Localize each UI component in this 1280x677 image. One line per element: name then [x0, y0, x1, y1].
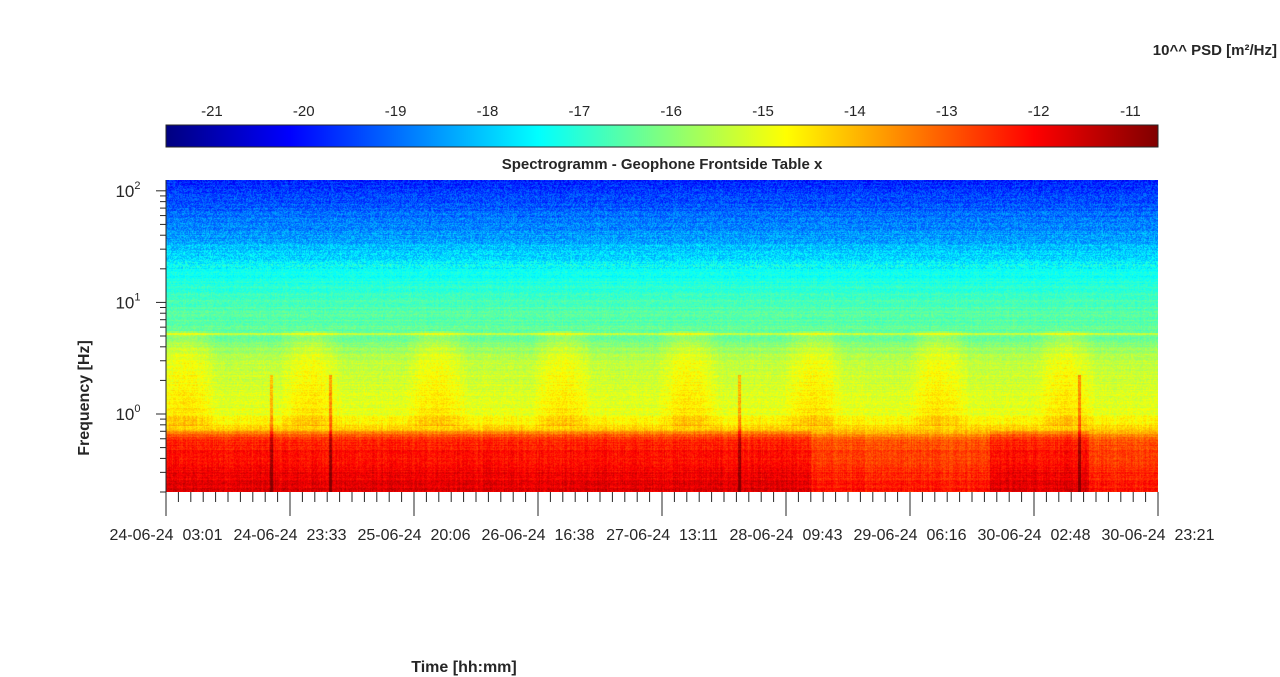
- colorbar-tick-label: -19: [385, 103, 407, 120]
- colorbar-tick-label: -20: [293, 103, 315, 120]
- spectrogram-image-holder: [166, 180, 1158, 492]
- y-tick-label: 102: [115, 180, 140, 201]
- x-tick-label: 24-06-24 03:01: [110, 527, 223, 544]
- spectrogram-image: [166, 180, 1158, 492]
- colorbar: [165, 124, 1159, 148]
- y-axis: 102 101 100: [115, 180, 167, 493]
- colorbar-tick-label: -13: [936, 103, 958, 120]
- y-tick-label: 101: [115, 291, 140, 312]
- x-axis: 24-06-24 03:01 24-06-24 23:33 25-06-24 20:…: [110, 492, 1215, 544]
- colorbar-tick-label: -17: [568, 103, 590, 120]
- colorbar-tick-label: -14: [844, 103, 866, 120]
- x-tick-label: 29-06-24 06:16: [854, 527, 967, 544]
- x-tick-label: 28-06-24 09:43: [730, 527, 843, 544]
- colorbar-tick-label: -15: [752, 103, 774, 120]
- x-axis-label: Time [hh:mm]: [411, 659, 516, 676]
- y-axis-label: Frequency [Hz]: [76, 340, 93, 456]
- x-tick-label: 24-06-24 23:33: [234, 527, 347, 544]
- colorbar-label: 10^^ PSD [m²/Hz]: [1153, 42, 1277, 59]
- colorbar-tick-label: -12: [1028, 103, 1050, 120]
- y-tick-label: 100: [115, 403, 140, 424]
- colorbar-tick-label: -18: [477, 103, 499, 120]
- colorbar-tick-label: -21: [201, 103, 223, 120]
- chart-title: Spectrogramm - Geophone Frontside Table …: [502, 156, 823, 173]
- x-tick-label: 25-06-24 20:06: [358, 527, 471, 544]
- x-tick-label: 30-06-24 02:48: [978, 527, 1091, 544]
- colorbar-tick-label: -16: [660, 103, 682, 120]
- colorbar-ticks: -21 -20 -19 -18 -17 -16 -15 -14 -13 -12 -11: [201, 103, 1141, 131]
- x-tick-label: 30-06-24 23:21: [1102, 527, 1215, 544]
- colorbar-tick-label: -11: [1120, 103, 1141, 120]
- x-tick-label: 27-06-24 13:11: [606, 527, 718, 544]
- x-tick-label: 26-06-24 16:38: [482, 527, 595, 544]
